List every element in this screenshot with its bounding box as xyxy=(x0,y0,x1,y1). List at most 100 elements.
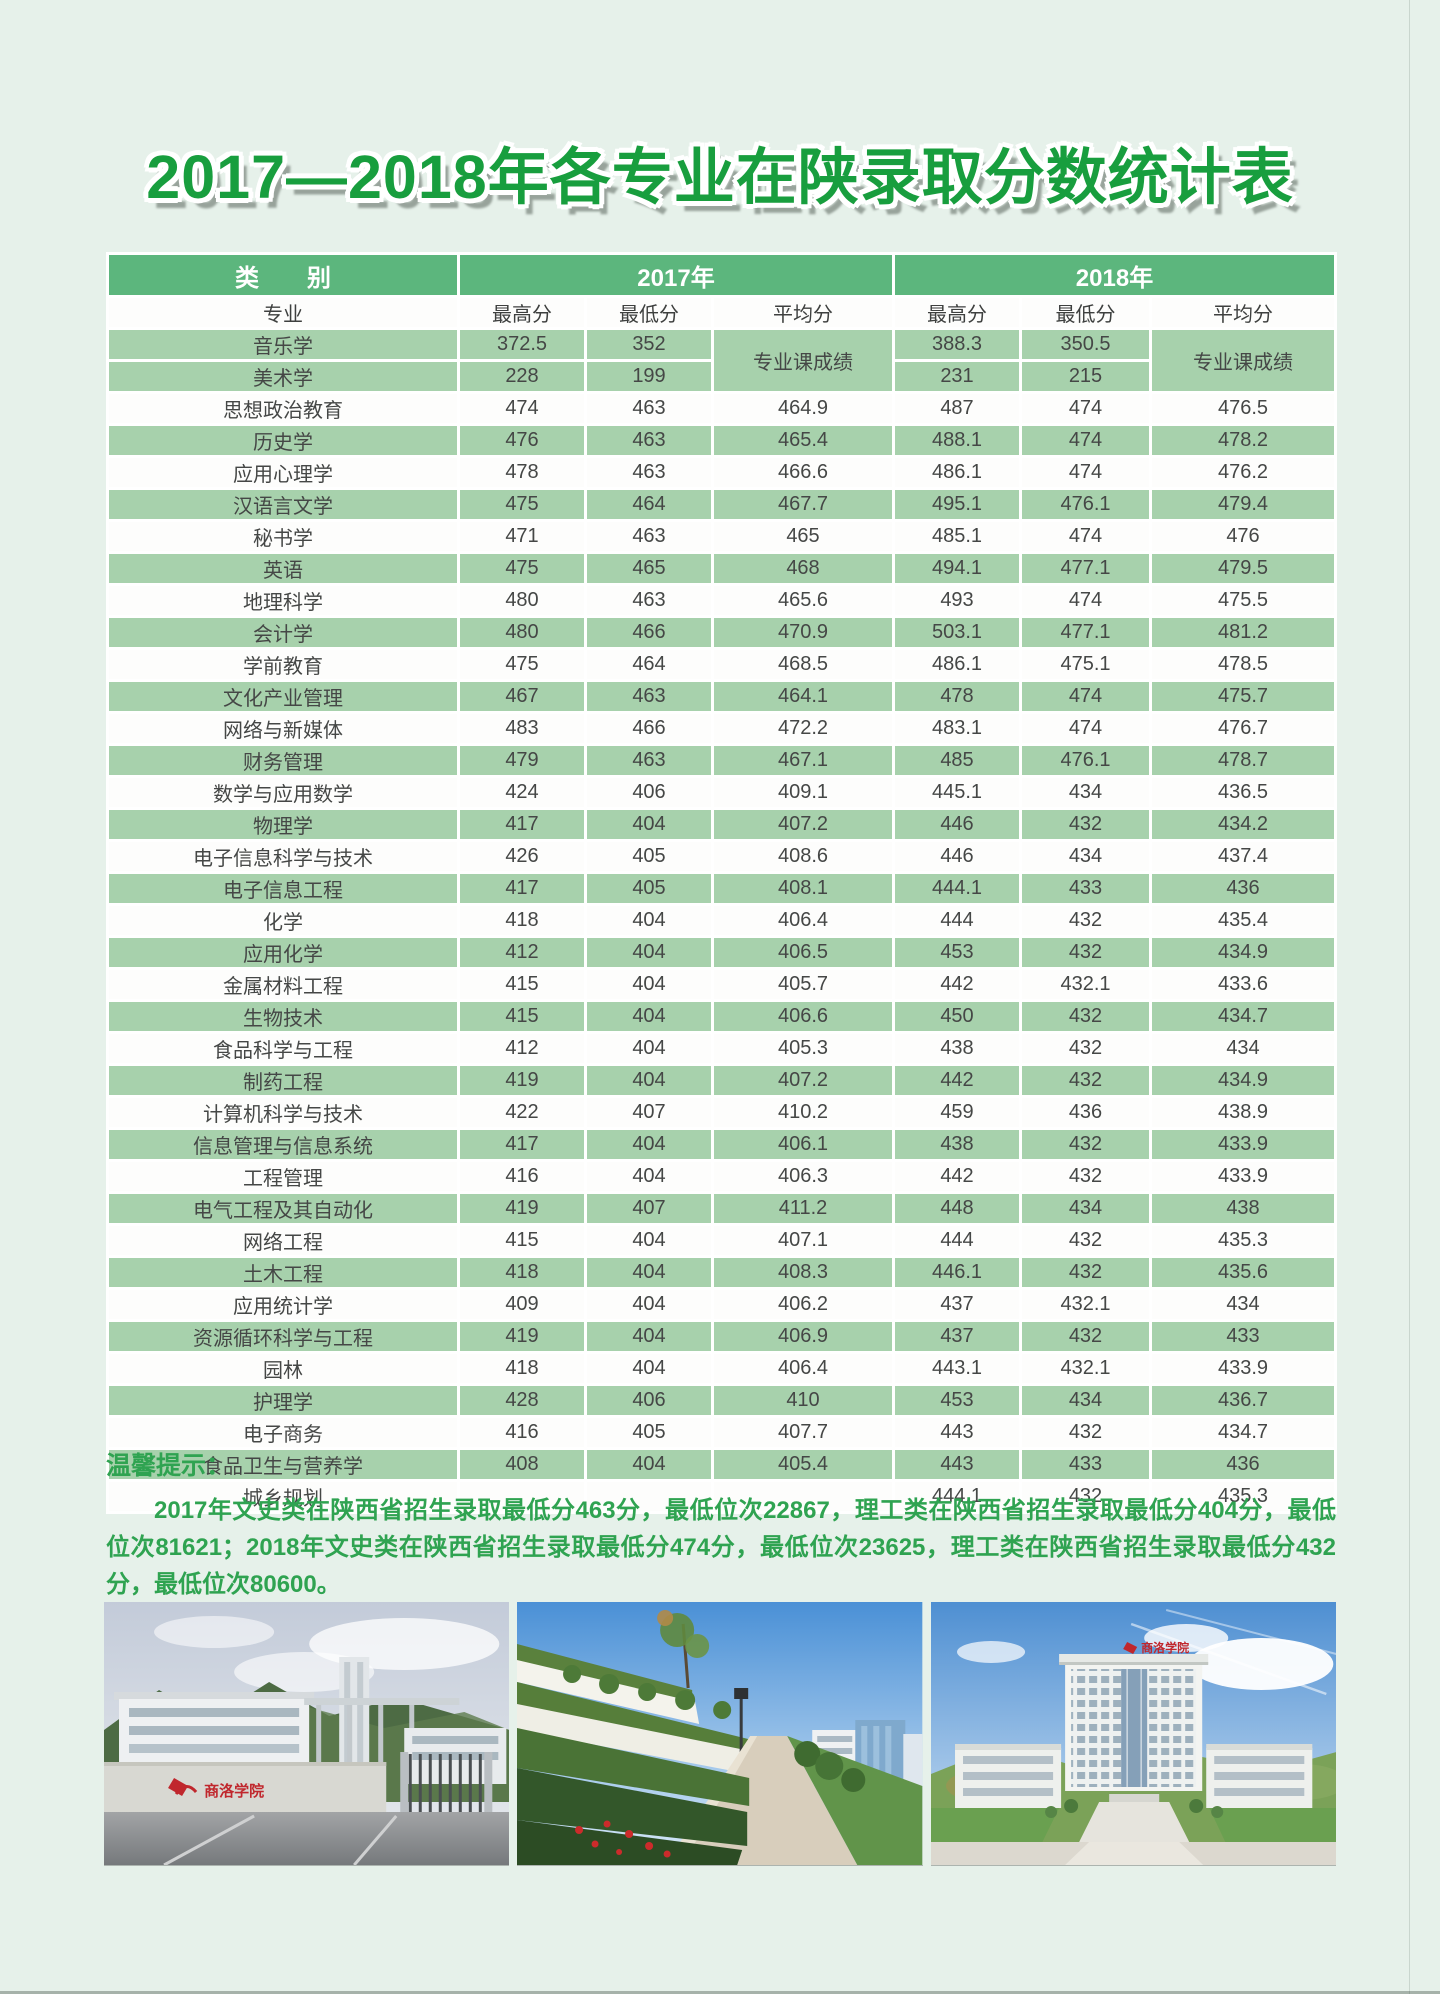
score-cell: 438 xyxy=(892,1127,1022,1162)
score-cell: 406.2 xyxy=(711,1287,895,1322)
score-cell: 407.2 xyxy=(711,807,895,842)
table-row: 工程管理 416 404 406.3 442 432 433.9 xyxy=(106,1159,1337,1194)
major-cell: 计算机科学与技术 xyxy=(106,1095,460,1130)
table-row: 学前教育 475 464 468.5 486.1 475.1 478.5 xyxy=(106,647,1337,682)
score-cell: 435.4 xyxy=(1149,903,1337,938)
table-row: 金属材料工程 415 404 405.7 442 432.1 433.6 xyxy=(106,967,1337,1002)
score-cell: 446 xyxy=(892,839,1022,874)
score-cell: 466.6 xyxy=(711,455,895,490)
score-cell: 434 xyxy=(1019,1383,1152,1418)
scores-table: 类 别 2017年 2018年 专业 最高分 最低分 平均分 最高分 最低分 平… xyxy=(106,252,1337,1514)
tips-section: 温馨提示： 2017年文史类在陕西省招生录取最低分463分，最低位次22867，… xyxy=(106,1446,1336,1603)
table-row: 财务管理 479 463 467.1 485 476.1 478.7 xyxy=(106,743,1337,778)
score-cell: 480 xyxy=(457,583,587,618)
score-cell: 405 xyxy=(584,871,714,906)
score-cell: 472.2 xyxy=(711,711,895,746)
sub-header-max-2018: 最高分 xyxy=(892,295,1022,330)
score-cell: 465 xyxy=(711,519,895,554)
score-cell: 483 xyxy=(457,711,587,746)
score-cell: 474 xyxy=(1019,711,1152,746)
score-cell: 404 xyxy=(584,999,714,1034)
score-cell: 418 xyxy=(457,903,587,938)
score-cell: 428 xyxy=(457,1383,587,1418)
score-cell: 432 xyxy=(1019,807,1152,842)
table-row: 制药工程 419 404 407.2 442 432 434.9 xyxy=(106,1063,1337,1098)
table-row: 英语 475 465 468 494.1 477.1 479.5 xyxy=(106,551,1337,586)
score-cell: 404 xyxy=(584,1223,714,1258)
score-cell: 474 xyxy=(1019,679,1152,714)
score-cell: 432 xyxy=(1019,1063,1152,1098)
score-cell: 404 xyxy=(584,1031,714,1066)
table-row: 电气工程及其自动化 419 407 411.2 448 434 438 xyxy=(106,1191,1337,1226)
score-cell: 453 xyxy=(892,1383,1022,1418)
major-cell: 食品科学与工程 xyxy=(106,1031,460,1066)
score-cell: 474 xyxy=(1019,519,1152,554)
merged-avg-cell-2017: 专业课成绩 xyxy=(711,327,895,394)
score-cell: 415 xyxy=(457,999,587,1034)
score-cell: 411.2 xyxy=(711,1191,895,1226)
score-cell: 485.1 xyxy=(892,519,1022,554)
score-cell: 407 xyxy=(584,1191,714,1226)
score-cell: 404 xyxy=(584,1159,714,1194)
major-cell: 土木工程 xyxy=(106,1255,460,1290)
score-cell: 231 xyxy=(892,359,1022,394)
score-cell: 432 xyxy=(1019,1223,1152,1258)
score-cell: 463 xyxy=(584,583,714,618)
score-cell: 407 xyxy=(584,1095,714,1130)
score-cell: 432 xyxy=(1019,1127,1152,1162)
score-cell: 406.4 xyxy=(711,1351,895,1386)
score-cell: 468.5 xyxy=(711,647,895,682)
score-cell: 408.1 xyxy=(711,871,895,906)
campus-building-photo: 商洛学院 xyxy=(930,1602,1336,1865)
table-row-art: 美术学 228 199 231 215 xyxy=(106,359,1336,394)
score-cell: 433.9 xyxy=(1149,1127,1337,1162)
score-cell: 446.1 xyxy=(892,1255,1022,1290)
major-cell: 数学与应用数学 xyxy=(106,775,460,810)
major-cell: 思想政治教育 xyxy=(106,391,460,426)
sub-header-min-2018: 最低分 xyxy=(1019,295,1152,330)
score-cell: 478 xyxy=(892,679,1022,714)
scores-table-wrap: 类 别 2017年 2018年 专业 最高分 最低分 平均分 最高分 最低分 平… xyxy=(106,252,1337,1514)
score-cell: 438.9 xyxy=(1149,1095,1337,1130)
table-row: 生物技术 415 404 406.6 450 432 434.7 xyxy=(106,999,1337,1034)
score-cell: 487 xyxy=(892,391,1022,426)
table-row: 信息管理与信息系统 417 404 406.1 438 432 433.9 xyxy=(106,1127,1337,1162)
score-cell xyxy=(457,1479,587,1514)
score-cell: 433.6 xyxy=(1149,967,1337,1002)
score-cell: 438 xyxy=(892,1031,1022,1066)
score-cell: 444.1 xyxy=(892,871,1022,906)
score-cell: 433 xyxy=(1019,1447,1152,1482)
score-cell: 476.2 xyxy=(1149,455,1337,490)
major-cell: 美术学 xyxy=(106,359,460,394)
score-cell: 475.1 xyxy=(1019,647,1152,682)
score-cell: 468 xyxy=(711,551,895,586)
major-cell: 金属材料工程 xyxy=(106,967,460,1002)
major-cell: 城乡规划 xyxy=(106,1479,460,1514)
major-cell: 制药工程 xyxy=(106,1063,460,1098)
score-cell: 404 xyxy=(584,1255,714,1290)
score-cell: 434.7 xyxy=(1149,999,1337,1034)
score-cell: 406 xyxy=(584,775,714,810)
campus-photos: 商洛学院 xyxy=(104,1602,1336,1865)
score-cell: 443 xyxy=(892,1447,1022,1482)
table-row: 计算机科学与技术 422 407 410.2 459 436 438.9 xyxy=(106,1095,1337,1130)
score-cell: 424 xyxy=(457,775,587,810)
score-cell: 443 xyxy=(892,1415,1022,1450)
campus-gate-photo: 商洛学院 xyxy=(104,1602,510,1865)
score-cell: 434.9 xyxy=(1149,935,1337,970)
score-cell: 432 xyxy=(1019,1319,1152,1354)
score-cell: 432 xyxy=(1019,999,1152,1034)
score-cell: 434 xyxy=(1149,1031,1337,1066)
campus-building-illustration: 商洛学院 xyxy=(930,1602,1336,1865)
score-cell: 404 xyxy=(584,1063,714,1098)
score-cell: 228 xyxy=(457,359,587,394)
table-row: 食品科学与工程 412 404 405.3 438 432 434 xyxy=(106,1031,1337,1066)
score-cell: 407.7 xyxy=(711,1415,895,1450)
score-cell: 442 xyxy=(892,967,1022,1002)
score-cell: 474 xyxy=(457,391,587,426)
score-cell: 476.1 xyxy=(1019,487,1152,522)
score-cell: 404 xyxy=(584,1287,714,1322)
score-cell: 488.1 xyxy=(892,423,1022,458)
major-cell: 汉语言文学 xyxy=(106,487,460,522)
score-cell: 478 xyxy=(457,455,587,490)
